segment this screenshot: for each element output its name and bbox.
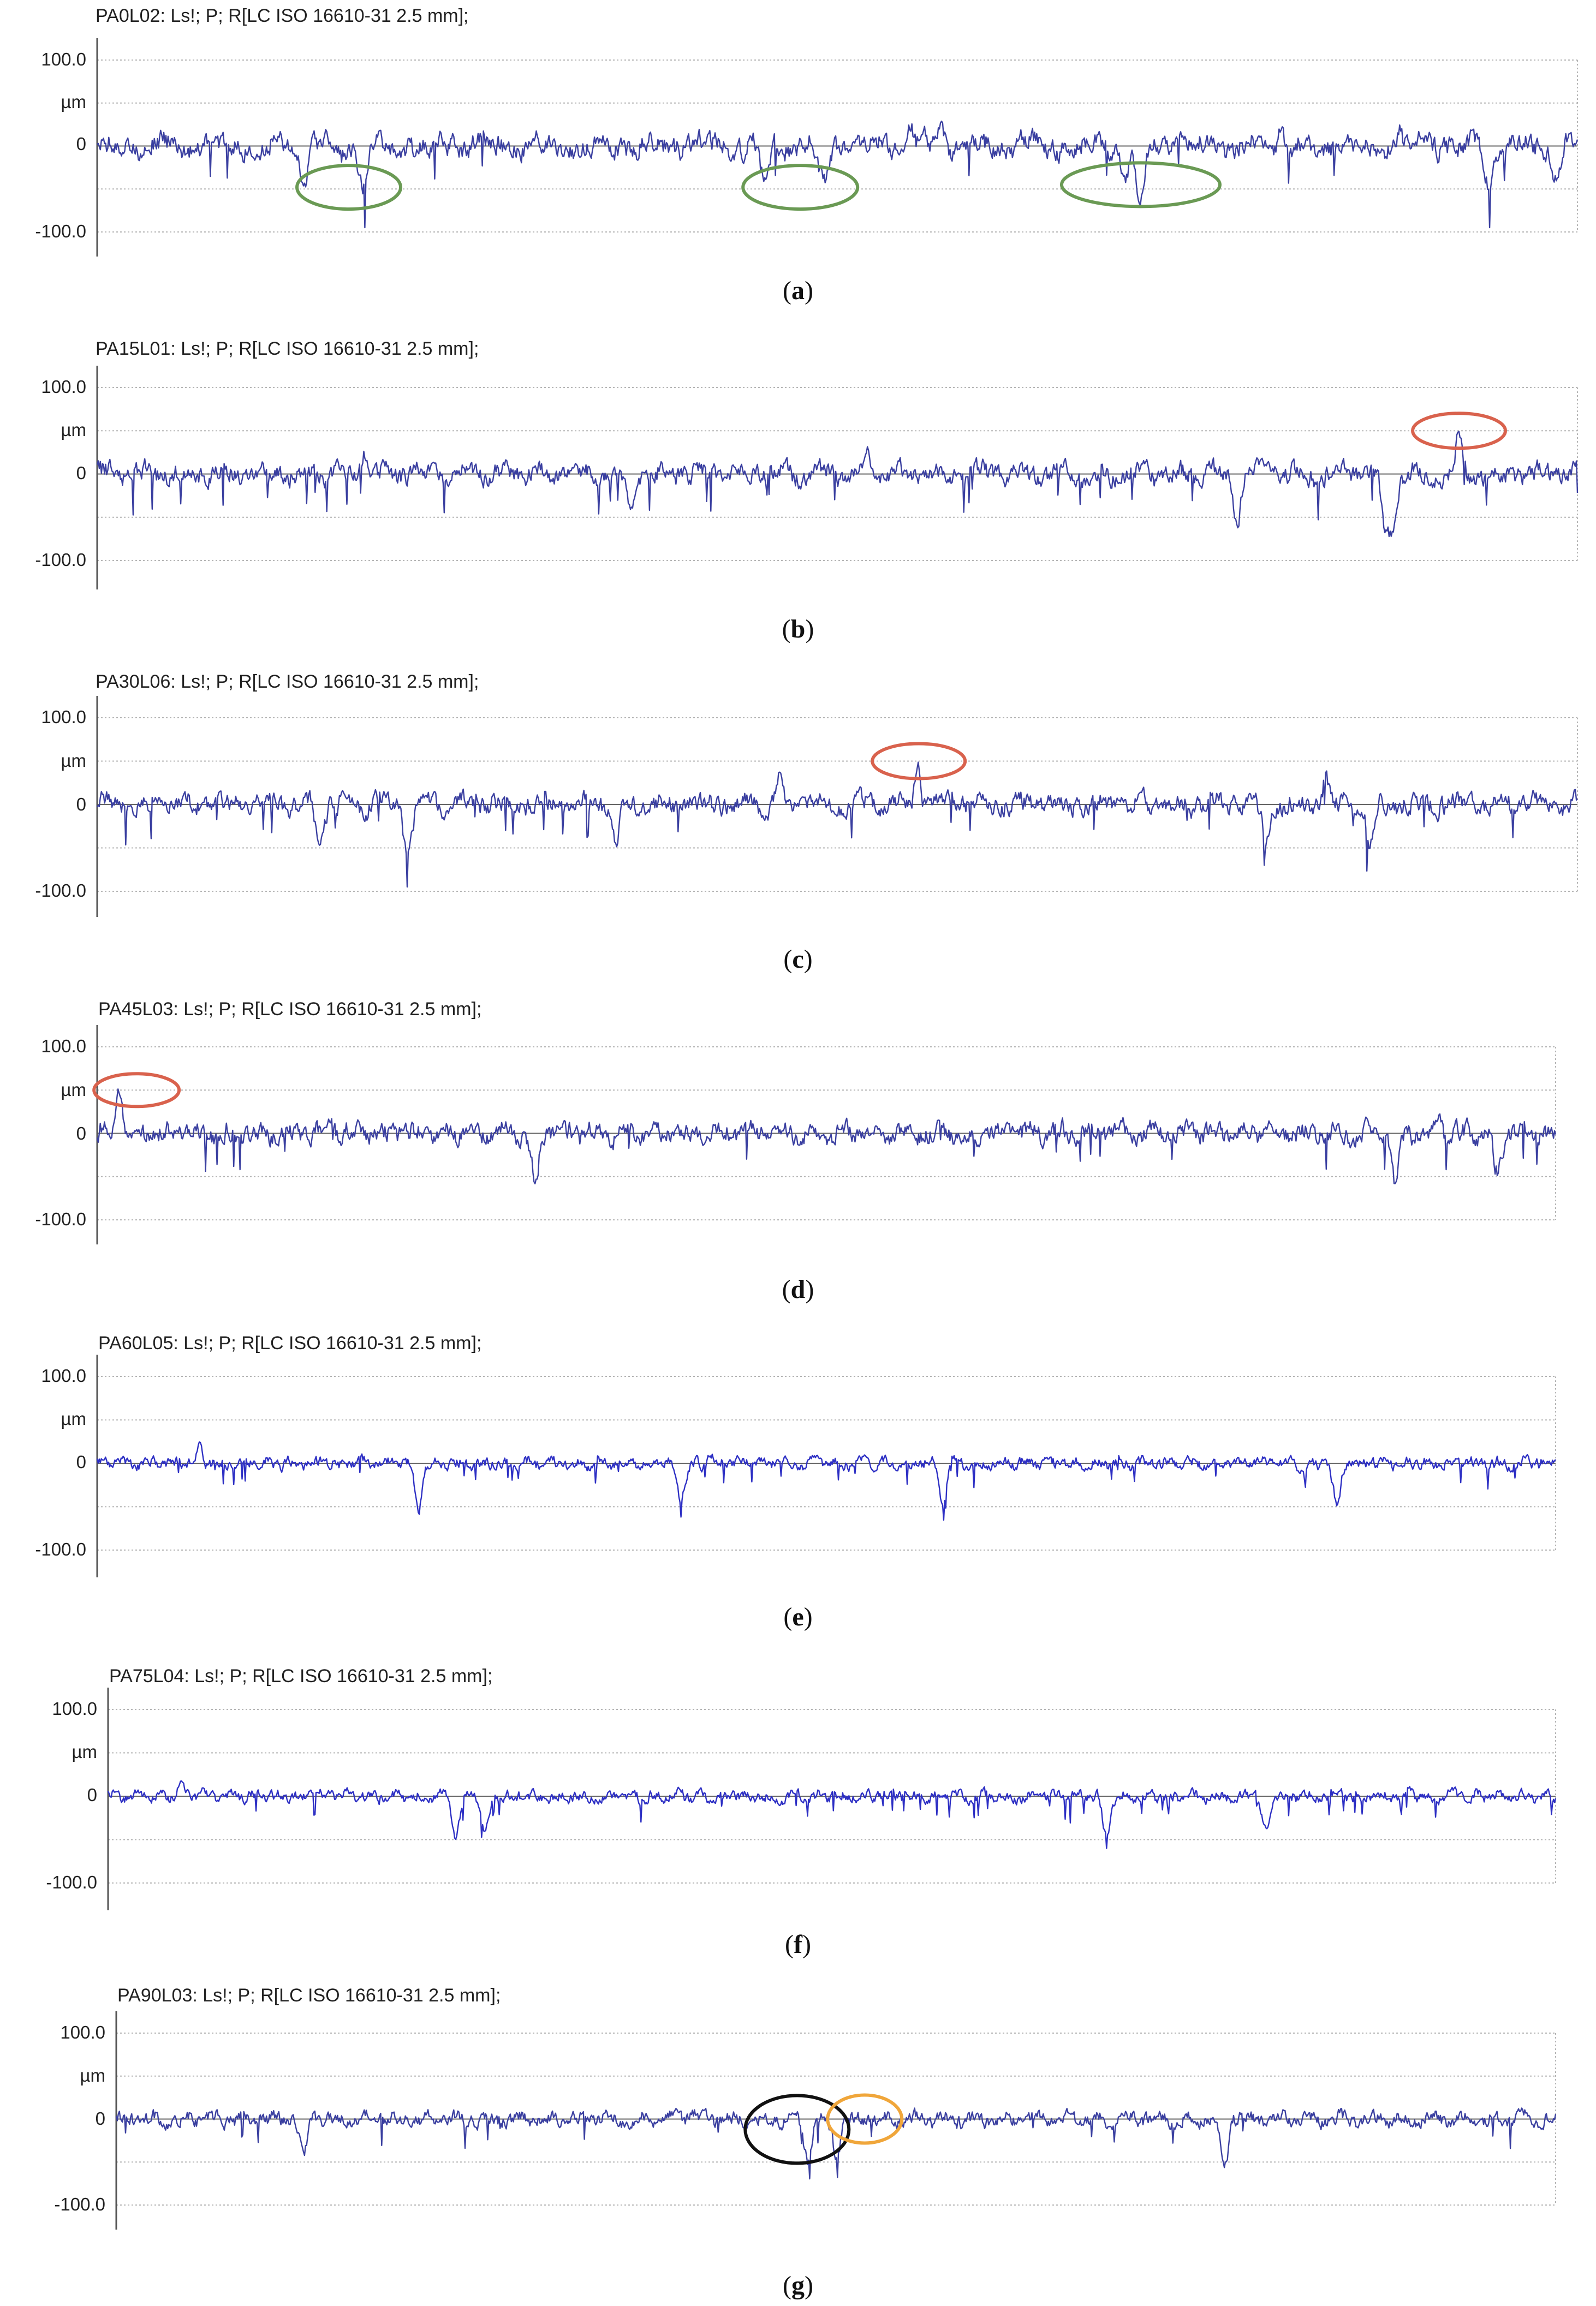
panel-title: PA90L03: Ls!; P; R[LC ISO 16610-31 2.5 m… <box>117 1985 501 2006</box>
profile-plot <box>96 696 1578 917</box>
y-unit-label: µm <box>61 420 86 440</box>
y-tick-label: 0 <box>95 2108 105 2129</box>
panel-caption: (e) <box>0 1602 1596 1632</box>
panel-caption: (g) <box>0 2271 1596 2301</box>
y-tick-label: 0 <box>87 1785 97 1805</box>
y-tick-label: 0 <box>76 1452 86 1472</box>
panel-title: PA0L02: Ls!; P; R[LC ISO 16610-31 2.5 mm… <box>96 5 469 26</box>
caption-paren: ) <box>805 276 813 305</box>
caption-paren: ( <box>782 615 791 643</box>
callout-ellipse <box>295 164 403 211</box>
caption-paren: ( <box>783 1602 793 1631</box>
profile-plot <box>107 1688 1557 1910</box>
caption-letter: f <box>794 1930 802 1959</box>
y-tick-label: 100.0 <box>41 49 86 69</box>
y-tick-label: 100.0 <box>41 1366 86 1386</box>
y-unit-label: µm <box>80 2065 105 2085</box>
y-unit-label: µm <box>61 91 86 112</box>
profile-plot <box>115 2011 1557 2230</box>
profile-plot <box>96 366 1579 589</box>
profile-series-line <box>115 2107 1557 2180</box>
caption-paren: ) <box>803 1602 813 1631</box>
profile-series-line <box>96 431 1579 538</box>
panel-title: PA75L04: Ls!; P; R[LC ISO 16610-31 2.5 m… <box>109 1666 493 1687</box>
callout-ellipse <box>1059 161 1222 208</box>
profile-series-line <box>107 1780 1557 1849</box>
y-tick-label: -100.0 <box>35 1539 86 1559</box>
caption-paren: ( <box>783 276 791 305</box>
caption-letter: g <box>791 2271 805 2300</box>
y-tick-label: -100.0 <box>35 1209 86 1229</box>
panel-caption: (c) <box>0 944 1596 974</box>
profile-panel-c: PA30L06: Ls!; P; R[LC ISO 16610-31 2.5 m… <box>0 666 1596 993</box>
caption-letter: c <box>792 945 804 974</box>
y-tick-label: 100.0 <box>60 2022 105 2042</box>
profile-plot <box>96 38 1579 257</box>
y-tick-label: 0 <box>76 1123 86 1143</box>
y-tick-label: 0 <box>76 134 86 154</box>
panel-caption: (f) <box>0 1929 1596 1959</box>
y-unit-label: µm <box>61 1409 86 1429</box>
caption-paren: ) <box>805 1275 814 1304</box>
profile-panel-b: PA15L01: Ls!; P; R[LC ISO 16610-31 2.5 m… <box>0 333 1596 660</box>
callout-ellipse <box>741 164 860 211</box>
panel-title: PA60L05: Ls!; P; R[LC ISO 16610-31 2.5 m… <box>98 1333 482 1354</box>
panel-title: PA15L01: Ls!; P; R[LC ISO 16610-31 2.5 m… <box>96 338 479 359</box>
profile-panel-a: PA0L02: Ls!; P; R[LC ISO 16610-31 2.5 mm… <box>0 0 1596 327</box>
callout-ellipse <box>1411 412 1508 450</box>
y-tick-label: 0 <box>76 463 86 483</box>
profile-panel-f: PA75L04: Ls!; P; R[LC ISO 16610-31 2.5 m… <box>0 1659 1596 1987</box>
panel-title: PA30L06: Ls!; P; R[LC ISO 16610-31 2.5 m… <box>96 671 479 692</box>
y-tick-label: 100.0 <box>52 1699 97 1719</box>
callout-ellipse <box>871 742 967 780</box>
caption-paren: ( <box>783 2271 791 2300</box>
profile-series-line <box>96 761 1578 888</box>
caption-letter: b <box>790 615 806 643</box>
profile-series-line <box>96 1088 1557 1184</box>
caption-paren: ) <box>805 2271 813 2300</box>
caption-letter: a <box>791 276 805 305</box>
y-tick-label: -100.0 <box>35 880 86 901</box>
profile-plot <box>92 1025 1557 1244</box>
y-tick-label: -100.0 <box>35 550 86 570</box>
caption-paren: ( <box>782 1275 791 1304</box>
callout-ellipse <box>826 2093 904 2145</box>
caption-paren: ) <box>805 615 814 643</box>
y-unit-label: µm <box>72 1742 97 1762</box>
caption-paren: ) <box>802 1930 811 1959</box>
profile-plot <box>96 1355 1556 1577</box>
panel-caption: (b) <box>0 614 1596 644</box>
y-tick-label: -100.0 <box>54 2194 105 2214</box>
y-tick-label: -100.0 <box>35 221 86 241</box>
caption-letter: d <box>790 1275 806 1304</box>
y-tick-label: 100.0 <box>41 707 86 727</box>
caption-paren: ( <box>785 1930 794 1959</box>
y-unit-label: µm <box>61 750 86 771</box>
y-tick-label: 0 <box>76 794 86 814</box>
y-tick-label: 100.0 <box>41 377 86 397</box>
caption-paren: ( <box>783 945 793 974</box>
panel-caption: (d) <box>0 1274 1596 1304</box>
caption-letter: e <box>792 1602 804 1631</box>
profile-panel-e: PA60L05: Ls!; P; R[LC ISO 16610-31 2.5 m… <box>0 1326 1596 1654</box>
caption-paren: ) <box>803 945 813 974</box>
panel-caption: (a) <box>0 276 1596 306</box>
y-tick-label: 100.0 <box>41 1036 86 1056</box>
profile-panel-d: PA45L03: Ls!; P; R[LC ISO 16610-31 2.5 m… <box>0 993 1596 1321</box>
y-unit-label: µm <box>61 1080 86 1100</box>
callout-ellipse <box>92 1072 181 1109</box>
profile-panel-g: PA90L03: Ls!; P; R[LC ISO 16610-31 2.5 m… <box>0 1979 1596 2306</box>
profile-series-line <box>96 1441 1556 1521</box>
profile-series-line <box>97 120 1579 229</box>
callout-ellipse <box>743 2094 851 2165</box>
y-tick-label: -100.0 <box>46 1872 97 1892</box>
panel-title: PA45L03: Ls!; P; R[LC ISO 16610-31 2.5 m… <box>98 999 482 1020</box>
